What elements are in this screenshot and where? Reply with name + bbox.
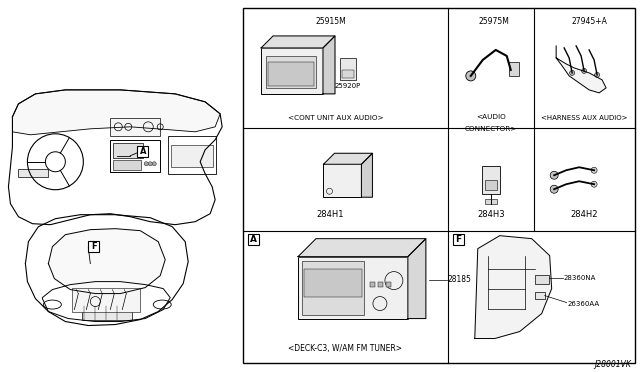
Circle shape <box>144 162 148 166</box>
Text: 25915M: 25915M <box>315 17 346 26</box>
Text: <DECK-C3, W/AM FM TUNER>: <DECK-C3, W/AM FM TUNER> <box>289 344 403 353</box>
Bar <box>323 164 362 197</box>
Text: F: F <box>91 242 97 251</box>
Polygon shape <box>323 36 335 94</box>
Circle shape <box>591 167 597 173</box>
Bar <box>137 146 148 157</box>
Bar <box>88 241 99 251</box>
Circle shape <box>466 71 476 81</box>
Circle shape <box>550 185 558 193</box>
Text: A: A <box>250 235 257 244</box>
Bar <box>83 305 132 320</box>
Bar <box>342 70 354 78</box>
Text: 27945+A: 27945+A <box>571 17 607 26</box>
Bar <box>19 169 49 177</box>
Text: 28360NA: 28360NA <box>564 275 596 280</box>
Bar <box>534 275 548 283</box>
Bar <box>172 145 213 167</box>
Text: 28185: 28185 <box>448 275 472 284</box>
Text: J28001VK: J28001VK <box>595 360 632 369</box>
Text: 284H2: 284H2 <box>570 210 598 219</box>
Bar <box>386 282 391 286</box>
Circle shape <box>570 70 575 76</box>
Bar <box>72 288 140 312</box>
Bar <box>113 143 143 158</box>
Bar <box>110 118 160 136</box>
Polygon shape <box>408 239 426 318</box>
Polygon shape <box>556 46 606 93</box>
Text: <CONT UNIT AUX AUDIO>: <CONT UNIT AUX AUDIO> <box>287 115 383 121</box>
Bar <box>482 166 500 194</box>
Text: 26360AA: 26360AA <box>568 301 600 307</box>
Bar <box>484 180 497 190</box>
Circle shape <box>148 162 152 166</box>
Bar <box>243 8 634 363</box>
Text: <HARNESS AUX AUDIO>: <HARNESS AUX AUDIO> <box>541 115 627 121</box>
Text: 25920P: 25920P <box>335 83 361 89</box>
Bar <box>298 257 408 318</box>
Polygon shape <box>475 236 552 339</box>
Polygon shape <box>298 239 426 257</box>
Text: <AUDIO: <AUDIO <box>476 114 506 120</box>
Polygon shape <box>12 90 220 135</box>
Circle shape <box>550 171 558 179</box>
Bar <box>370 282 375 286</box>
Bar <box>268 62 314 86</box>
Text: 25975M: 25975M <box>478 17 509 26</box>
Text: F: F <box>455 235 461 244</box>
Bar <box>340 58 356 80</box>
Bar <box>168 136 216 174</box>
Bar <box>110 140 160 172</box>
Text: CONNECTOR>: CONNECTOR> <box>465 126 517 132</box>
Circle shape <box>152 162 156 166</box>
Bar <box>113 160 141 170</box>
Text: A: A <box>140 147 146 156</box>
Text: 284H3: 284H3 <box>477 210 504 219</box>
Bar <box>304 269 362 296</box>
Polygon shape <box>323 153 372 164</box>
Bar <box>248 234 259 245</box>
Bar <box>484 199 497 204</box>
Bar <box>302 261 364 315</box>
Bar <box>509 62 518 76</box>
Bar <box>453 234 464 245</box>
Circle shape <box>582 68 587 73</box>
Bar <box>261 48 323 94</box>
Polygon shape <box>49 229 165 294</box>
Bar <box>266 56 316 88</box>
Circle shape <box>595 73 600 77</box>
Polygon shape <box>261 36 335 48</box>
Polygon shape <box>362 153 372 197</box>
Bar <box>378 282 383 286</box>
Bar <box>534 292 545 299</box>
Circle shape <box>591 181 597 187</box>
Text: 284H1: 284H1 <box>317 210 344 219</box>
